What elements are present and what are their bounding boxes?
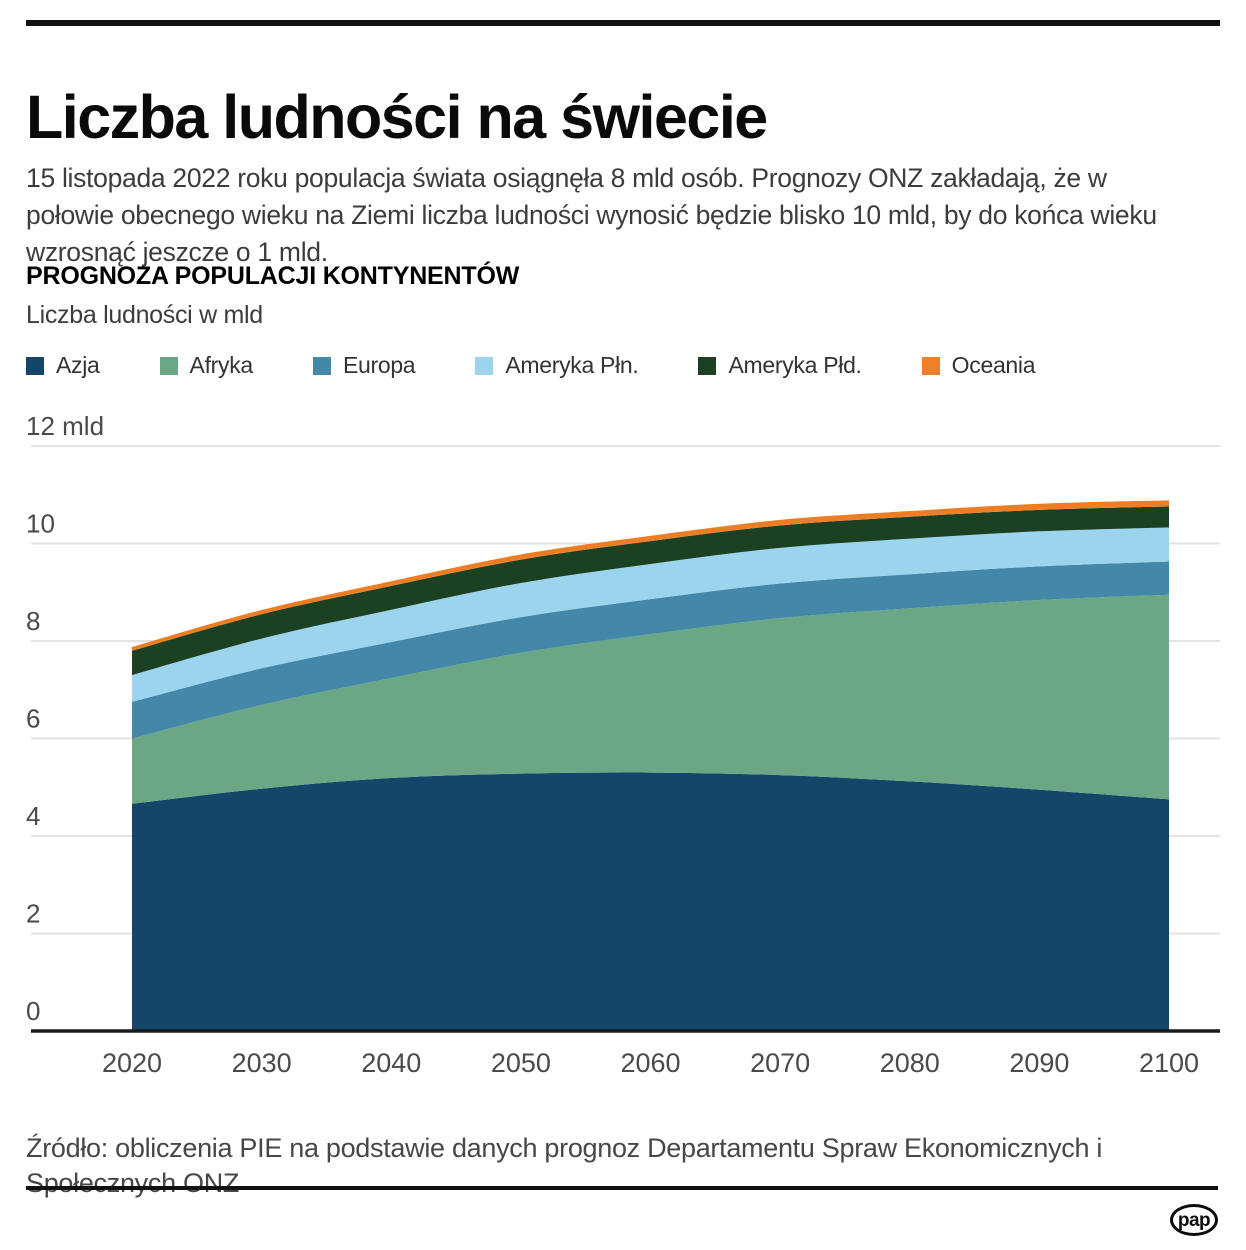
- source-note: Źródło: obliczenia PIE na podstawie dany…: [26, 1133, 1103, 1198]
- x-axis-label-2100: 2100: [1139, 1048, 1199, 1078]
- legend-item-azja: Azja: [26, 352, 100, 379]
- legend-swatch-ameryka-pld: [698, 356, 717, 375]
- legend-swatch-azja: [26, 356, 44, 375]
- chart-unit-label: Liczba ludności w mld: [26, 301, 263, 329]
- x-axis-label-2080: 2080: [880, 1048, 940, 1078]
- legend-item-ameryka-pld: Ameryka Płd.: [698, 352, 862, 379]
- legend-label-oceania: Oceania: [951, 352, 1036, 378]
- pap-logo: pap: [1170, 1204, 1218, 1236]
- legend-label-ameryka-pln: Ameryka Płn.: [505, 352, 639, 378]
- x-axis-label-2070: 2070: [750, 1048, 810, 1078]
- x-axis-label-2030: 2030: [232, 1048, 292, 1078]
- legend-swatch-ameryka-pln: [475, 356, 494, 375]
- total-top-edge-line: [131, 500, 1170, 651]
- area-azja: [132, 772, 1169, 1031]
- legend-item-oceania: Oceania: [921, 352, 1036, 379]
- area-afryka: [132, 594, 1169, 804]
- y-axis-label-10: 10: [26, 509, 55, 539]
- chart-section-title: PROGNOZA POPULACJI KONTYNENTÓW: [26, 262, 520, 290]
- chart-legend: Azja Afryka Europa Ameryka Płn. Ameryka Płd.…: [26, 352, 1036, 379]
- y-axis-label-8: 8: [26, 606, 40, 636]
- y-axis-label-2: 2: [26, 899, 40, 929]
- legend-item-afryka: Afryka: [159, 352, 254, 379]
- legend-swatch-oceania: [921, 356, 940, 375]
- page-title: Liczba ludności na świecie: [26, 82, 768, 151]
- x-axis-label-2020: 2020: [102, 1048, 162, 1078]
- bottom-rule: [26, 1186, 1218, 1190]
- legend-swatch-europa: [312, 356, 331, 375]
- area-europa: [132, 561, 1169, 739]
- y-axis-label-4: 4: [26, 801, 40, 831]
- legend-label-azja: Azja: [56, 352, 100, 378]
- legend-label-europa: Europa: [342, 352, 416, 378]
- area-ameryka-pln: [132, 527, 1169, 702]
- legend-label-afryka: Afryka: [189, 352, 254, 378]
- intro-paragraph: 15 listopada 2022 roku populacja świata …: [26, 162, 1157, 267]
- x-axis-label-2040: 2040: [361, 1048, 421, 1078]
- x-axis-label-2060: 2060: [620, 1048, 680, 1078]
- legend-item-ameryka-pln: Ameryka Płn.: [475, 352, 639, 379]
- legend-item-europa: Europa: [312, 352, 416, 379]
- top-rule: [26, 20, 1220, 26]
- y-axis-label-0: 0: [26, 996, 40, 1026]
- legend-label-ameryka-pld: Ameryka Płd.: [728, 352, 862, 378]
- pap-logo-text: pap: [1177, 1209, 1211, 1231]
- x-axis-label-2050: 2050: [491, 1048, 551, 1078]
- y-axis-label-6: 6: [26, 704, 40, 734]
- x-axis-label-2090: 2090: [1009, 1048, 1069, 1078]
- legend-swatch-afryka: [159, 356, 178, 375]
- area-ameryka-pld: [132, 506, 1169, 676]
- y-axis-label-12: 12 mld: [26, 411, 104, 441]
